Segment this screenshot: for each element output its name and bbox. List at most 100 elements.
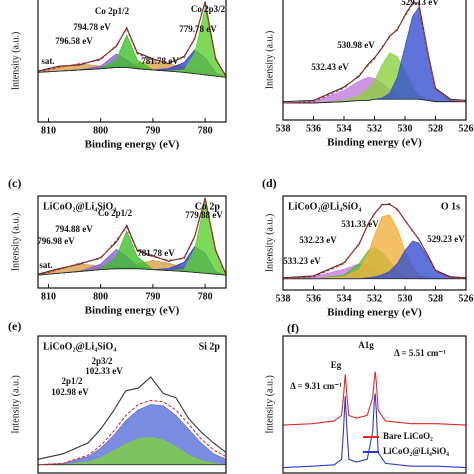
x-tick-label: 536 <box>306 123 321 134</box>
x-tick-label: 532 <box>367 123 382 134</box>
x-tick-label: 534 <box>337 123 352 134</box>
x-tick-label: 538 <box>276 293 291 304</box>
area-fill <box>38 7 226 78</box>
area-fill <box>283 241 466 279</box>
area-fill <box>38 200 226 276</box>
x-tick-label: 530 <box>398 123 413 134</box>
component-outline <box>38 436 227 466</box>
x-axis-label: Binding energy (eV) <box>85 305 180 317</box>
plot-frame <box>282 335 467 474</box>
annotation: Co 2p1/2 <box>95 6 130 16</box>
annotation: sat. <box>41 56 54 66</box>
area-fill <box>283 7 466 103</box>
area-fill <box>38 61 226 78</box>
panel-title: LiCoO₂@Li₄SiO₄ <box>43 341 116 352</box>
annotation: 532.23 eV <box>299 235 337 245</box>
x-tick-label: 536 <box>306 293 321 304</box>
y-axis-label: Intensity (a.u.) <box>10 32 21 91</box>
x-axis-label: Binding energy (eV) <box>85 139 180 151</box>
annotation: 2p3/2 <box>91 356 113 366</box>
area-fill <box>283 214 466 279</box>
panel-label: (e) <box>8 319 21 333</box>
spectrum-line <box>282 393 467 469</box>
spectrum-line <box>282 3 467 104</box>
plot-frame <box>37 0 227 123</box>
spectrum-line <box>37 198 227 276</box>
x-axis-label: Binding energy (eV) <box>327 307 422 319</box>
annotation: 779.88 eV <box>185 210 223 220</box>
spectrum-line <box>282 202 467 280</box>
panel-title: LiCoO₂@Li₄SiO₄ <box>288 201 361 212</box>
annotation: 796.58 eV <box>55 36 93 46</box>
x-tick-label: 528 <box>428 293 443 304</box>
y-axis-label: Intensity (a.u.) <box>264 31 275 90</box>
x-tick-label: 800 <box>93 125 108 136</box>
panel-label: (c) <box>8 176 21 190</box>
x-tick-label: 810 <box>41 125 56 136</box>
annotation: 533.23 eV <box>283 256 321 266</box>
panel-subtitle: O 1s <box>441 201 460 212</box>
plot-frame <box>37 335 227 474</box>
x-tick-label: 526 <box>459 123 474 134</box>
annotation: Eg <box>331 360 342 370</box>
panel-subtitle: Co 2p <box>195 201 221 212</box>
component-outline <box>37 404 227 466</box>
plot-frame <box>37 195 227 289</box>
annotation: 781.78 eV <box>141 56 179 66</box>
spectrum-line <box>282 371 467 426</box>
panel-subtitle: Si 2p <box>199 341 221 352</box>
x-tick-label: 790 <box>145 291 160 302</box>
background-line <box>283 98 466 104</box>
y-axis-label: Intensity (a.u.) <box>10 375 21 434</box>
x-tick-label: 790 <box>145 125 160 136</box>
x-tick-label: 526 <box>459 293 474 304</box>
annotation: 532.43 eV <box>311 62 349 72</box>
annotation: 2p1/2 <box>61 376 83 386</box>
x-tick-label: 528 <box>428 123 443 134</box>
spectrum-line <box>37 2 227 78</box>
area-fill <box>283 52 466 103</box>
panel-label: (f) <box>287 321 299 335</box>
annotation: 529.23 eV <box>427 234 465 244</box>
annotation: Co 2p3/2 <box>191 4 226 14</box>
annotation: Co 2p1/2 <box>98 208 133 218</box>
x-tick-label: 532 <box>367 293 382 304</box>
x-tick-label: 530 <box>398 293 413 304</box>
area-fill <box>38 437 226 465</box>
annotation: 779.78 eV <box>179 24 217 34</box>
x-tick-label: 538 <box>276 123 291 134</box>
annotation: 781.78 eV <box>137 248 175 258</box>
annotation: 794.78 eV <box>73 22 111 32</box>
x-tick-label: 780 <box>198 291 213 302</box>
spectrum-line <box>37 1 227 77</box>
annotation: 531.33 eV <box>341 219 379 229</box>
area-fill <box>38 246 226 276</box>
background-line <box>37 268 227 276</box>
annotation: 102.98 eV <box>51 387 89 397</box>
area-fill <box>38 35 226 78</box>
annotation: 794.88 eV <box>55 224 93 234</box>
legend-label: LiCoO₂@Li₄SiO₄ <box>383 446 449 456</box>
y-axis-label: Intensity (a.u.) <box>264 214 275 273</box>
annotation: sat. <box>39 260 52 270</box>
x-tick-label: 780 <box>198 125 213 136</box>
x-tick-label: 534 <box>337 293 352 304</box>
background-line <box>37 67 227 78</box>
x-tick-label: 800 <box>93 291 108 302</box>
annotation: Δ = 9.31 cm⁻¹ <box>290 381 342 391</box>
annotation: 102.33 eV <box>85 366 123 376</box>
annotation: 796.98 eV <box>37 236 75 246</box>
x-tick-label: 810 <box>41 291 56 302</box>
annotation: 530.98 eV <box>337 40 375 50</box>
panel-title: LiCoO₂@Li₄SiO₄ <box>43 201 116 212</box>
x-axis-label: Binding energy (eV) <box>327 137 422 149</box>
area-fill <box>38 230 226 276</box>
panel-label: (d) <box>262 176 277 190</box>
annotation: 529.13 eV <box>401 0 439 7</box>
annotation: A1g <box>358 340 374 350</box>
spectrum-line <box>37 376 227 460</box>
legend-label: Bare LiCoO₂ <box>383 431 433 441</box>
annotation: Δ = 5.51 cm⁻¹ <box>394 348 446 358</box>
spectrum-line <box>37 197 227 275</box>
